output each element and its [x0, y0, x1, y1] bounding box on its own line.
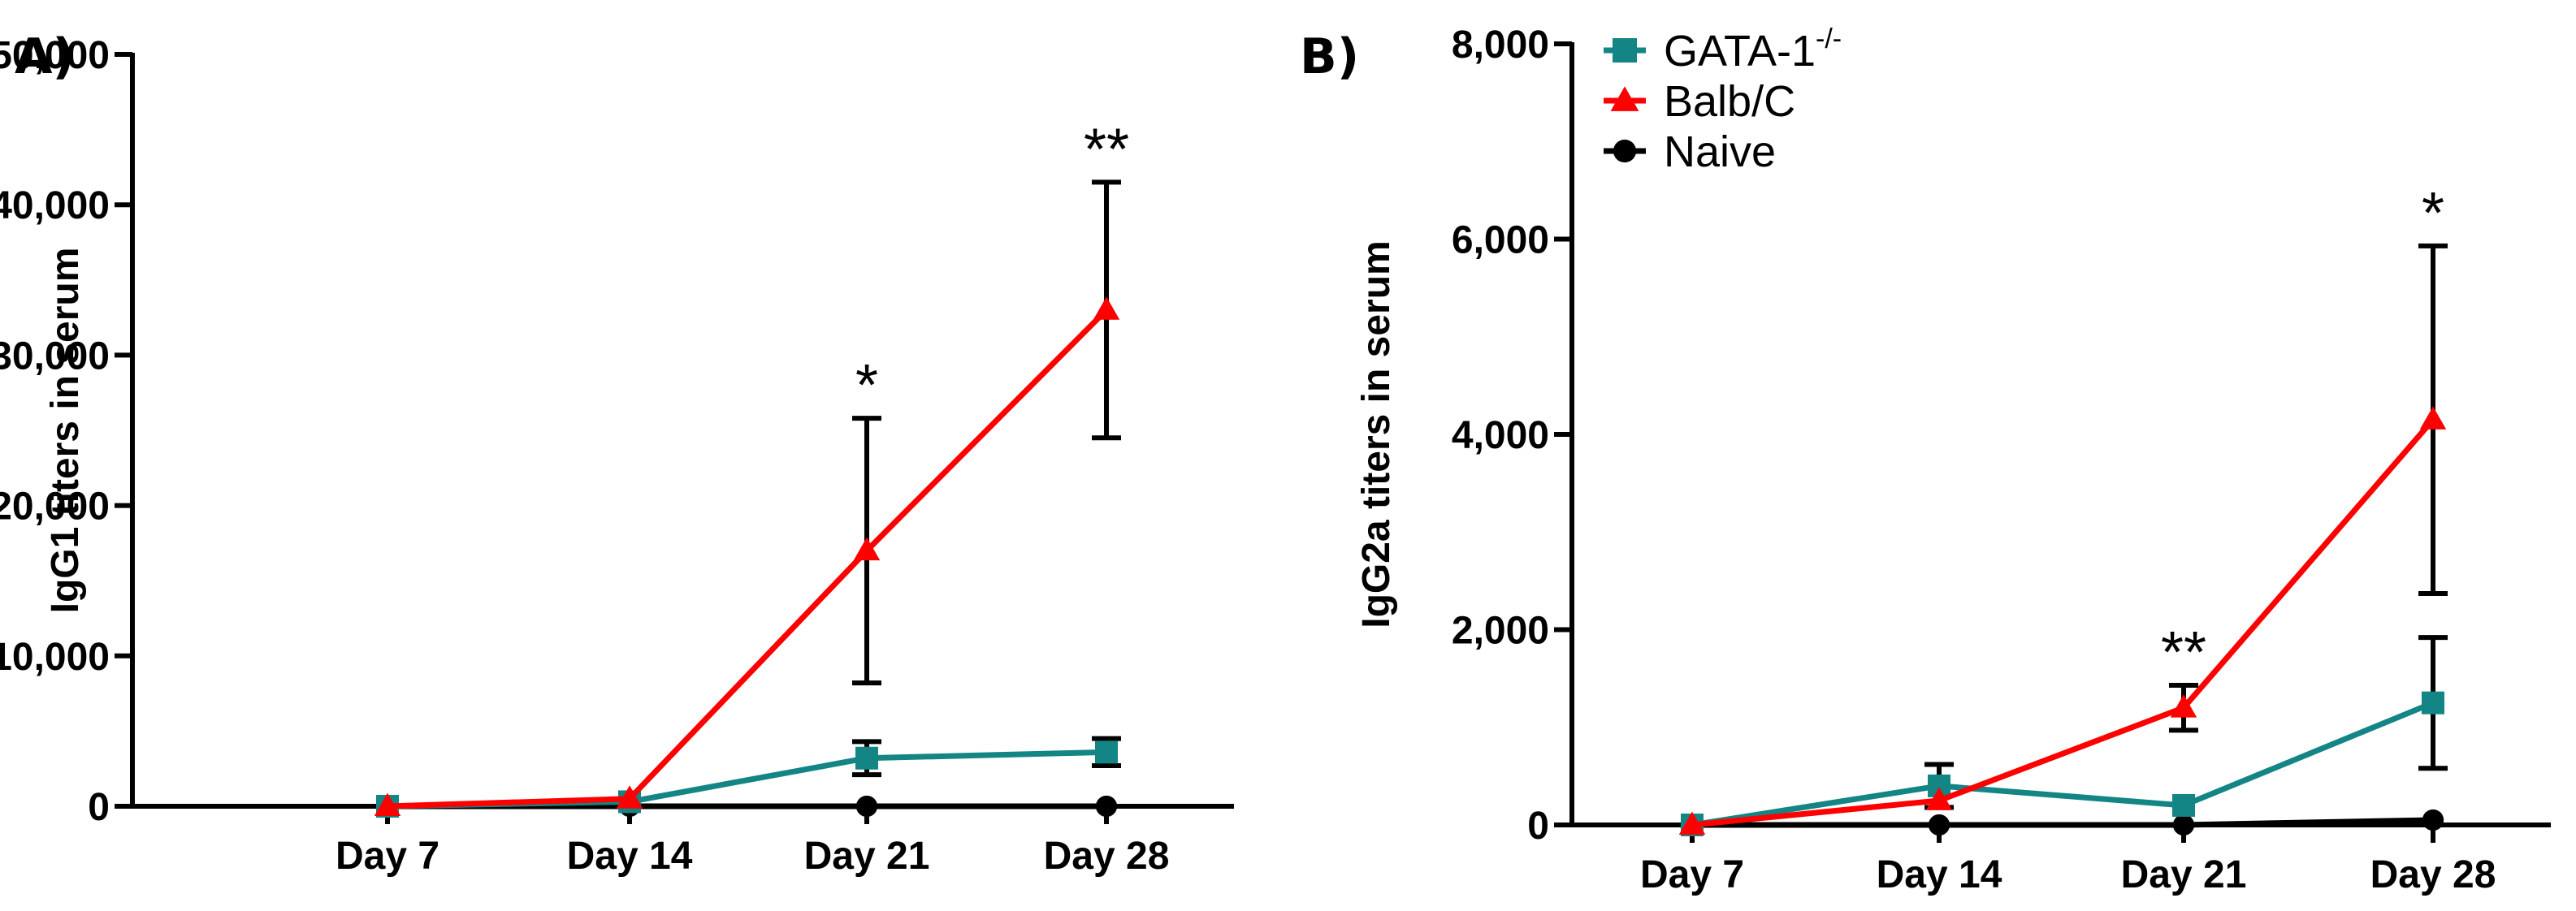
panel-label: A): [15, 28, 75, 85]
y-tick-label: 10,000: [0, 636, 110, 679]
data-point: [2172, 793, 2195, 817]
y-tick-label: 50,000: [0, 34, 110, 77]
data-point: [2419, 406, 2447, 430]
data-point: [1928, 814, 1950, 836]
legend-item: Balb/C: [1604, 77, 1795, 126]
legend-marker: [1610, 86, 1639, 111]
chart-panel-a: A) 0 10,000 20,000 30,000 40,000 50,000 Day 7 Da…: [0, 28, 1234, 878]
y-tick-label: 2,000: [1452, 610, 1549, 653]
data-point: [2422, 809, 2444, 831]
legend-label-base: GATA-1: [1664, 27, 1816, 76]
x-tick-label: Day 7: [1640, 853, 1744, 896]
legend-label: Naive: [1664, 127, 1776, 176]
series-triangle: [374, 179, 1121, 816]
x-tick-label: Day 14: [1877, 853, 2002, 896]
data-point: [1095, 740, 1118, 764]
y-tick-label: 8,000: [1452, 24, 1549, 67]
x-tick-label: Day 28: [1044, 835, 1170, 878]
legend-marker: [1613, 139, 1637, 163]
series-line: [1691, 700, 2435, 828]
data-point: [855, 746, 878, 770]
y-tick-label: 0: [1527, 805, 1549, 848]
y-axis-title: IgG2a titers in serum: [1355, 240, 1398, 628]
legend-label-base: Balb/C: [1664, 77, 1795, 126]
data-point: [1093, 296, 1120, 320]
legend-label-superscript: -/-: [1816, 24, 1842, 54]
significance-marker: **: [1084, 117, 1129, 182]
y-tick-label: 4,000: [1452, 414, 1549, 457]
x-tick-label: Day 21: [2121, 853, 2247, 896]
series-line: [387, 749, 1107, 810]
data-point: [853, 537, 881, 561]
data-point: [2172, 814, 2195, 836]
x-tick-label: Day 14: [567, 835, 693, 878]
legend-label-base: Naive: [1664, 127, 1776, 176]
data-point: [1678, 811, 1706, 835]
legend-item: Naive: [1604, 127, 1776, 176]
y-tick-label: 20,000: [0, 486, 110, 529]
series-line: [1692, 817, 2434, 828]
legend-label: GATA-1-/-: [1664, 24, 1842, 76]
data-point: [1095, 795, 1118, 818]
series-square: [1681, 635, 2448, 836]
data-point: [2422, 691, 2444, 715]
significance-marker: *: [2422, 181, 2444, 246]
data-point: [616, 785, 643, 809]
x-tick-label: Day 28: [2370, 853, 2496, 896]
data-point: [1925, 787, 1953, 810]
series-triangle: [1678, 243, 2448, 835]
y-tick-label: 40,000: [0, 184, 110, 227]
significance-marker: *: [855, 353, 878, 418]
x-tick-label: Day 7: [336, 835, 439, 878]
significance-marker: **: [2161, 620, 2206, 685]
y-tick-label: 6,000: [1452, 219, 1549, 262]
y-tick-label: 30,000: [0, 335, 110, 378]
legend-item: GATA-1-/-: [1604, 24, 1842, 76]
data-point: [855, 795, 878, 818]
y-axis-title: IgG1 titers in serum: [44, 248, 87, 614]
data-point: [2170, 694, 2197, 718]
x-tick-label: Day 21: [804, 835, 930, 878]
series-line: [387, 308, 1109, 810]
legend-label: Balb/C: [1664, 77, 1795, 126]
legend-marker: [1613, 38, 1637, 63]
chart-panel-b: B) 0 2,000 4,000 6,000 8,000 Day 7 Day 14 Day 21…: [1300, 24, 2551, 896]
series-line: [1691, 417, 2435, 828]
y-tick-label: 0: [88, 786, 110, 829]
panel-label: B): [1300, 28, 1359, 85]
data-point: [374, 792, 401, 816]
